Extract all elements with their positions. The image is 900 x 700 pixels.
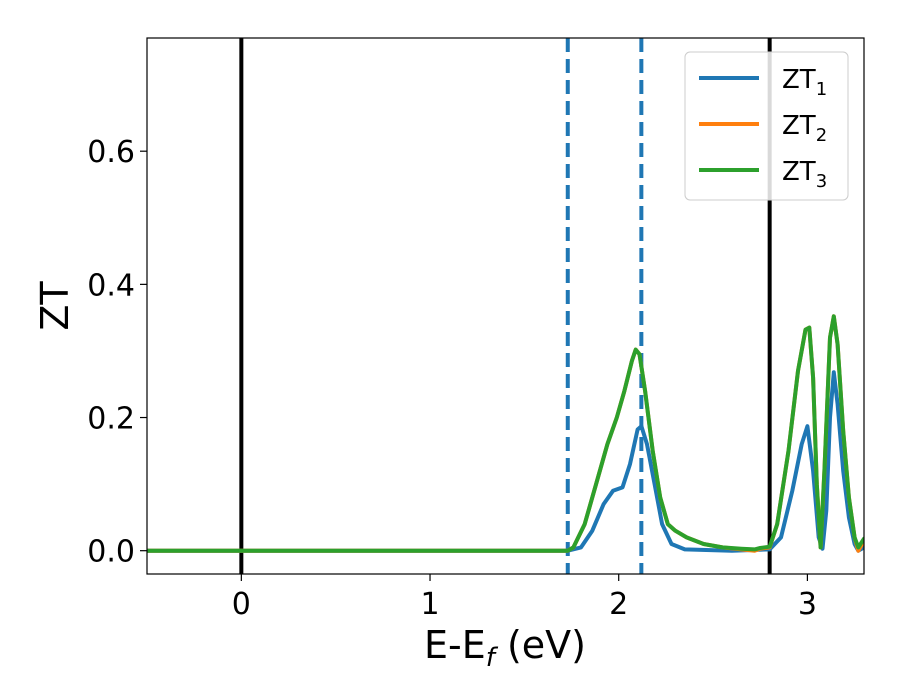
- x-tick-label-0: 0: [232, 587, 251, 622]
- x-tick-label-1: 1: [420, 587, 439, 622]
- x-tick-label-3: 3: [798, 587, 817, 622]
- series-line-zt2: [147, 314, 864, 553]
- legend-label-zt1: ZT1: [782, 65, 827, 100]
- legend-box: [684, 51, 849, 201]
- plot-frame: [146, 37, 865, 575]
- legend: ZT1 ZT2 ZT3: [684, 51, 849, 201]
- x-tick-label-2: 2: [609, 587, 628, 622]
- series-lines: [147, 314, 864, 553]
- y-tick-label-3: 0.6: [87, 135, 135, 170]
- y-axis-label: ZT: [33, 281, 77, 331]
- x-axis-ticks: 0 1 2 3: [232, 574, 817, 622]
- y-tick-label-1: 0.2: [87, 402, 135, 437]
- y-tick-label-0: 0.0: [87, 535, 135, 570]
- legend-label-zt3: ZT3: [782, 157, 827, 192]
- x-axis-label: E-Ef (eV): [424, 623, 586, 673]
- series-line-zt1: [147, 370, 864, 553]
- y-axis-ticks: 0.0 0.2 0.4 0.6: [87, 135, 147, 570]
- y-tick-label-2: 0.4: [87, 268, 135, 303]
- series-line-zt3: [147, 314, 864, 553]
- legend-label-zt2: ZT2: [782, 111, 827, 146]
